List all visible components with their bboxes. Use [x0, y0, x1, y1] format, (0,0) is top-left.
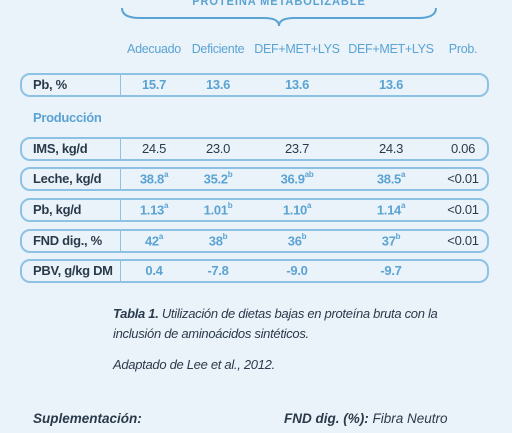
- row-label-ims: IMS, kg/d: [33, 141, 88, 156]
- cell-pbkg-def1: 1.10a: [282, 201, 312, 218]
- cell-fnd-prob: <0.01: [447, 233, 479, 248]
- column-header-def-met-lys-1: DEF+MET+LYS: [254, 42, 340, 56]
- cell-leche-def1: 36.9ab: [280, 170, 314, 187]
- table-row-leche: [20, 167, 489, 191]
- column-header-def-met-lys-2: DEF+MET+LYS: [348, 42, 434, 56]
- cell-ims-adecuado: 24.5: [141, 141, 167, 156]
- section-label-produccion: Producción: [33, 110, 102, 125]
- cell-fnd-def2: 37b: [381, 232, 401, 249]
- brace-decoration: [121, 7, 437, 27]
- table-caption-ref: Tabla 1.: [113, 306, 159, 321]
- cell-pb-adecuado: 15.7: [141, 77, 167, 92]
- cell-fnd-deficiente: 38b: [208, 232, 228, 249]
- row-label-pb: Pb, %: [33, 77, 67, 92]
- row-label-pbv: PBV, g/kg DM: [33, 263, 113, 278]
- glossary-fnd-text: Fibra Neutro: [372, 411, 448, 426]
- cell-fnd-def1: 36b: [287, 232, 307, 249]
- table-row-fnd: [20, 229, 489, 253]
- column-header-adecuado: Adecuado: [127, 42, 181, 56]
- column-header-deficiente: Deficiente: [191, 42, 245, 56]
- group-title: PROTEÍNA METABOLIZABLE: [192, 0, 366, 8]
- cell-leche-def2: 38.5a: [376, 170, 406, 187]
- cell-leche-deficiente: 35.2b: [203, 170, 233, 187]
- table-caption-text: Utilización de dietas bajas en proteína …: [113, 306, 438, 341]
- cell-leche-adecuado: 38.8a: [139, 170, 169, 187]
- cell-pbv-def2: -9.7: [380, 263, 402, 278]
- cell-pbv-adecuado: 0.4: [145, 263, 163, 278]
- table-row-pb: [20, 73, 489, 97]
- cell-pbv-def1: -9.0: [286, 263, 308, 278]
- cell-fnd-adecuado: 42a: [144, 232, 164, 249]
- glossary-fnd-term: FND dig. (%):: [284, 411, 369, 426]
- cell-pbkg-def2: 1.14a: [376, 201, 406, 218]
- table-source: Adaptado de Lee et al., 2012.: [113, 357, 275, 372]
- row-label-leche: Leche, kg/d: [33, 171, 102, 186]
- row-label-pb-kg: Pb, kg/d: [33, 202, 82, 217]
- table-row-pb-kg: [20, 198, 489, 222]
- cell-pb-deficiente: 13.6: [205, 77, 231, 92]
- cell-pb-def1: 13.6: [284, 77, 310, 92]
- cell-ims-deficiente: 23.0: [205, 141, 231, 156]
- section-heading-suplementacion: Suplementación:: [33, 411, 142, 426]
- table-row-ims: [20, 137, 489, 161]
- cell-ims-def2: 24.3: [378, 141, 404, 156]
- cell-ims-def1: 23.7: [284, 141, 310, 156]
- cell-pbkg-deficiente: 1.01b: [203, 201, 233, 218]
- cell-pbkg-prob: <0.01: [447, 202, 479, 217]
- cell-pbkg-adecuado: 1.13a: [139, 201, 169, 218]
- column-header-prob: Prob.: [448, 42, 478, 56]
- cell-pb-def2: 13.6: [378, 77, 404, 92]
- glossary-fnd: FND dig. (%): Fibra Neutro: [284, 411, 448, 426]
- table-row-pbv: [20, 259, 489, 283]
- cell-pbv-deficiente: -7.8: [207, 263, 229, 278]
- cell-leche-prob: <0.01: [447, 171, 479, 186]
- cell-ims-prob: 0.06: [450, 141, 476, 156]
- row-label-fnd: FND dig., %: [33, 233, 102, 248]
- table-caption: Tabla 1. Utilización de dietas bajas en …: [113, 304, 473, 344]
